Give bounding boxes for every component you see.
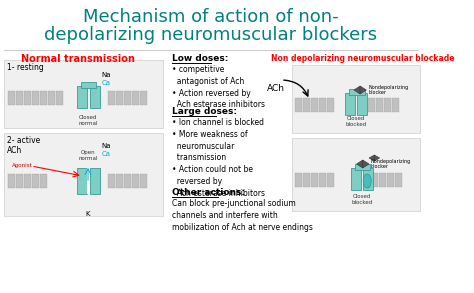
Bar — [77, 168, 87, 194]
Bar — [327, 98, 334, 112]
Bar — [56, 91, 63, 105]
Bar — [124, 91, 131, 105]
Text: 2- active
ACh: 2- active ACh — [7, 136, 40, 155]
Bar — [4, 133, 163, 216]
Text: Other actions:: Other actions: — [172, 188, 245, 197]
Ellipse shape — [363, 174, 371, 188]
Bar — [4, 60, 163, 128]
Bar — [395, 173, 402, 187]
Bar — [327, 173, 334, 187]
Text: Closed
normal: Closed normal — [78, 115, 98, 126]
Text: Non depolarizing neuromuscular blockade: Non depolarizing neuromuscular blockade — [271, 54, 455, 63]
Bar — [303, 173, 310, 187]
Bar — [8, 174, 15, 188]
Bar — [311, 98, 319, 112]
Bar — [384, 98, 391, 112]
Bar — [32, 91, 39, 105]
Bar — [40, 91, 47, 105]
Bar — [387, 173, 394, 187]
Bar — [355, 164, 370, 170]
Polygon shape — [369, 155, 374, 161]
Text: Normal transmission: Normal transmission — [21, 54, 135, 64]
Bar — [8, 91, 15, 105]
Bar — [40, 174, 47, 188]
Text: Low doses:: Low doses: — [172, 54, 228, 63]
Bar — [116, 91, 123, 105]
Bar — [32, 174, 39, 188]
Bar — [349, 89, 365, 95]
Polygon shape — [354, 86, 360, 94]
Bar — [292, 138, 419, 211]
Bar — [292, 65, 419, 133]
Bar — [345, 93, 355, 115]
Bar — [108, 91, 115, 105]
Text: Nondepolarizing
blocker: Nondepolarizing blocker — [368, 85, 409, 96]
Bar — [87, 168, 90, 194]
Bar — [319, 173, 326, 187]
Text: Open
normal: Open normal — [78, 150, 98, 161]
Text: ACh: ACh — [267, 84, 285, 93]
Text: Ca: Ca — [101, 80, 110, 86]
Polygon shape — [360, 86, 366, 94]
Bar — [24, 91, 31, 105]
Polygon shape — [356, 160, 363, 168]
Polygon shape — [363, 160, 369, 168]
Text: Nondepolarizing
blocker: Nondepolarizing blocker — [371, 159, 411, 169]
Bar — [351, 168, 361, 190]
Polygon shape — [374, 155, 380, 161]
Bar — [311, 173, 319, 187]
Text: depolarizing neuromuscular blockers: depolarizing neuromuscular blockers — [44, 26, 377, 44]
Bar — [16, 91, 23, 105]
Bar — [319, 98, 326, 112]
Bar — [116, 174, 123, 188]
Text: Ca: Ca — [101, 151, 110, 157]
Bar — [90, 86, 100, 108]
Text: Closed
blocked: Closed blocked — [351, 194, 373, 205]
Text: • Ion channel is blocked
• More weakness of
  neuromuscular
  transmission
• Act: • Ion channel is blocked • More weakness… — [172, 118, 264, 198]
Bar — [371, 173, 378, 187]
Text: Na: Na — [101, 72, 110, 78]
Bar — [108, 174, 115, 188]
Bar — [140, 174, 147, 188]
Text: Na: Na — [101, 143, 110, 149]
Text: • competitive
  antagonist of Ach
• Action reversed by
  Ach esterase inhibitors: • competitive antagonist of Ach • Action… — [172, 65, 264, 109]
Text: K: K — [86, 211, 90, 217]
Text: Closed
blocked: Closed blocked — [345, 116, 366, 127]
Text: 1- resting: 1- resting — [7, 63, 44, 72]
Bar — [357, 93, 367, 115]
Bar — [368, 98, 375, 112]
Bar — [376, 98, 383, 112]
Bar — [140, 91, 147, 105]
Bar — [295, 98, 302, 112]
Bar — [48, 91, 55, 105]
Bar — [81, 82, 96, 88]
Bar — [392, 98, 399, 112]
Bar — [132, 91, 139, 105]
Bar — [295, 173, 302, 187]
Bar — [16, 174, 23, 188]
Text: Mechanism of action of non-: Mechanism of action of non- — [83, 8, 338, 26]
Text: Can block pre-junctional sodium
channels and interfere with
mobilization of Ach : Can block pre-junctional sodium channels… — [172, 199, 312, 231]
Bar — [124, 174, 131, 188]
Text: Large doses:: Large doses: — [172, 107, 237, 116]
Bar — [132, 174, 139, 188]
Bar — [303, 98, 310, 112]
Bar — [379, 173, 386, 187]
Bar — [363, 168, 373, 190]
Bar — [77, 86, 87, 108]
Text: Agonist: Agonist — [11, 163, 32, 168]
Bar — [24, 174, 31, 188]
Bar — [90, 168, 100, 194]
